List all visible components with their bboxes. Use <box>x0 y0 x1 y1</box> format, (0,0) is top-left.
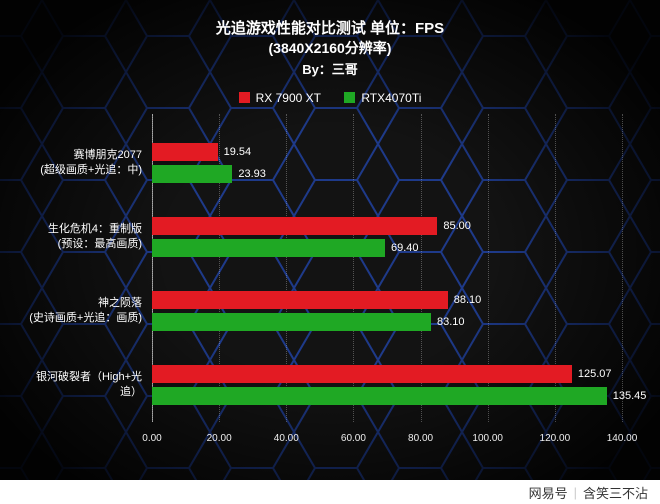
category-label: 赛博朋克2077(超级画质+光追：中) <box>20 148 142 178</box>
bar-value-label: 23.93 <box>238 168 266 180</box>
bar: 135.45 <box>152 387 607 405</box>
category-label: 神之陨落(史诗画质+光追：画质) <box>20 296 142 326</box>
x-tick-label: 0.00 <box>142 433 161 444</box>
legend-label: RX 7900 XT <box>256 91 321 105</box>
x-tick-label: 100.00 <box>472 433 503 444</box>
legend-swatch <box>239 92 250 103</box>
bar-value-label: 125.07 <box>578 368 612 380</box>
footer-bar: 网易号 | 含笑三不沾 <box>0 480 660 504</box>
bar-value-label: 69.40 <box>391 242 419 254</box>
bar-group: 神之陨落(史诗画质+光追：画质)88.1083.10 <box>152 291 622 331</box>
bar: 83.10 <box>152 313 431 331</box>
category-label: 银河破裂者（High+光追） <box>20 370 142 400</box>
chart-container: 光追游戏性能对比测试 单位：FPS (3840X2160分辨率) By：三哥 R… <box>0 0 660 504</box>
bar: 125.07 <box>152 365 572 383</box>
bar: 88.10 <box>152 291 448 309</box>
x-grid-line <box>622 114 623 422</box>
legend-swatch <box>344 92 355 103</box>
x-tick-label: 80.00 <box>408 433 433 444</box>
chart-title-line1: 光追游戏性能对比测试 单位：FPS <box>20 18 640 39</box>
chart-title-line3: By：三哥 <box>20 61 640 79</box>
chart-title-line2: (3840X2160分辨率) <box>20 39 640 59</box>
bar-value-label: 88.10 <box>454 294 482 306</box>
legend-label: RTX4070Ti <box>361 91 421 105</box>
footer-separator: | <box>574 485 577 500</box>
x-tick-label: 60.00 <box>341 433 366 444</box>
x-tick-label: 140.00 <box>607 433 638 444</box>
bar: 19.54 <box>152 143 218 161</box>
legend-item: RX 7900 XT <box>239 91 321 105</box>
legend-item: RTX4070Ti <box>344 91 421 105</box>
x-tick-label: 40.00 <box>274 433 299 444</box>
bar-value-label: 85.00 <box>443 220 471 232</box>
chart-titles: 光追游戏性能对比测试 单位：FPS (3840X2160分辨率) By：三哥 <box>20 18 640 79</box>
bar-value-label: 135.45 <box>613 390 647 402</box>
x-tick-label: 20.00 <box>207 433 232 444</box>
footer-author: 含笑三不沾 <box>583 483 648 502</box>
bar-value-label: 19.54 <box>224 146 252 158</box>
chart-legend: RX 7900 XT RTX4070Ti <box>20 91 640 107</box>
bar-value-label: 83.10 <box>437 316 465 328</box>
footer-site: 网易号 <box>529 483 568 502</box>
chart-plot-area: 0.0020.0040.0060.0080.00100.00120.00140.… <box>152 114 622 444</box>
bar: 85.00 <box>152 217 437 235</box>
bar-group: 赛博朋克2077(超级画质+光追：中)19.5423.93 <box>152 143 622 183</box>
bar: 23.93 <box>152 165 232 183</box>
bar-group: 银河破裂者（High+光追）125.07135.45 <box>152 365 622 405</box>
x-tick-label: 120.00 <box>540 433 571 444</box>
category-label: 生化危机4：重制版(预设：最高画质) <box>20 222 142 252</box>
bar: 69.40 <box>152 239 385 257</box>
bar-group: 生化危机4：重制版(预设：最高画质)85.0069.40 <box>152 217 622 257</box>
